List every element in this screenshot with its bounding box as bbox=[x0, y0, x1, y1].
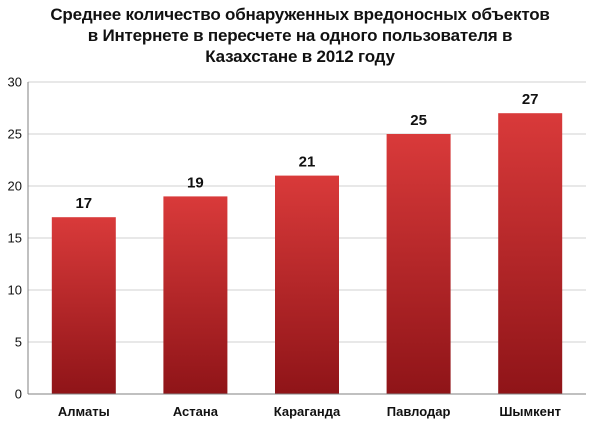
y-tick-label: 20 bbox=[8, 179, 22, 194]
y-tick-label: 0 bbox=[15, 387, 22, 402]
x-category-label: Караганда bbox=[274, 404, 341, 419]
chart-title-line-3: Казахстане в 2012 году bbox=[205, 47, 395, 66]
bar-3 bbox=[275, 175, 339, 394]
y-tick-label: 15 bbox=[8, 231, 22, 246]
data-label: 17 bbox=[75, 195, 92, 212]
y-tick-label: 25 bbox=[8, 127, 22, 142]
bar-2 bbox=[163, 196, 228, 394]
x-category-label: Алматы bbox=[58, 404, 110, 419]
y-tick-label: 10 bbox=[8, 283, 22, 298]
chart-title-line-1: Среднее количество обнаруженных вредонос… bbox=[50, 5, 550, 24]
data-label: 25 bbox=[410, 112, 427, 129]
axes bbox=[27, 82, 586, 395]
y-tick-label: 30 bbox=[8, 75, 22, 90]
data-label: 27 bbox=[522, 91, 539, 108]
data-label: 21 bbox=[299, 154, 316, 171]
bars bbox=[51, 113, 563, 394]
y-axis-tick-labels: 0 5 10 15 20 25 30 bbox=[8, 75, 22, 402]
chart-title: Среднее количество обнаруженных вредонос… bbox=[0, 4, 600, 67]
bar-4 bbox=[386, 134, 451, 394]
x-category-label: Шымкент bbox=[499, 404, 561, 419]
x-axis-category-labels: Алматы Астана Караганда Павлодар Шымкент bbox=[58, 404, 561, 419]
chart-title-line-2: в Интернете в пересчете на одного пользо… bbox=[87, 26, 513, 45]
bar-1 bbox=[51, 217, 116, 394]
data-label: 19 bbox=[187, 174, 204, 191]
data-labels: 17 19 21 25 27 bbox=[75, 91, 538, 212]
x-category-label: Астана bbox=[173, 404, 219, 419]
y-tick-label: 5 bbox=[15, 335, 22, 350]
bar-5 bbox=[498, 113, 563, 394]
x-category-label: Павлодар bbox=[387, 404, 451, 419]
